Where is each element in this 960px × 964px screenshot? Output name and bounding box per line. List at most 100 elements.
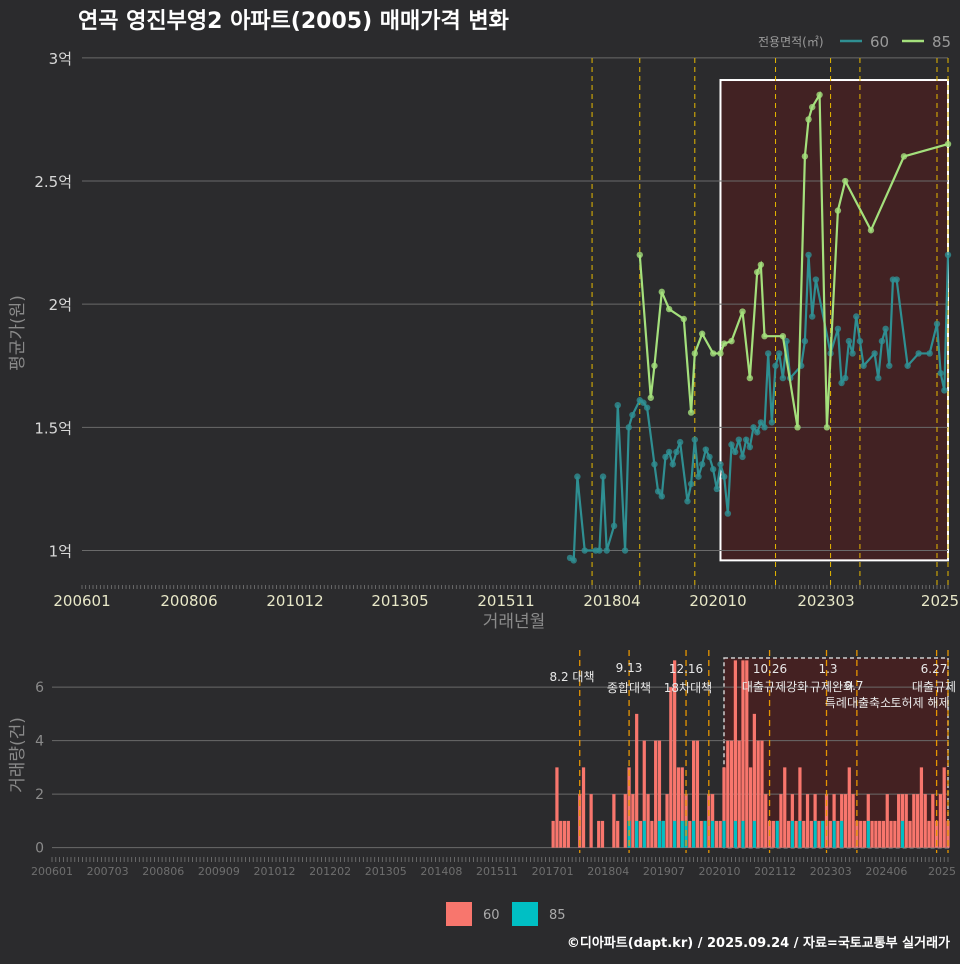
- series-60-point: [691, 436, 699, 443]
- bar-85: [900, 820, 905, 848]
- bar-60: [729, 740, 734, 848]
- bar-60: [642, 740, 646, 848]
- bar-60: [847, 767, 851, 848]
- bar-60: [771, 820, 775, 848]
- bottom-x-tick-label: 201202: [309, 865, 351, 878]
- policy-annotation: 18차대책: [664, 680, 712, 695]
- bar-60: [559, 820, 563, 848]
- bar-60: [904, 794, 908, 848]
- bottom-x-tick-label: 202406: [865, 865, 907, 878]
- bottom-legend: 60 85: [446, 902, 566, 926]
- series-60-point: [849, 350, 856, 357]
- bar-60: [828, 820, 832, 848]
- bar-60: [600, 820, 605, 848]
- bottom-x-tick-label: 202010: [699, 865, 741, 878]
- top-y-tick-label: 1억: [49, 543, 72, 561]
- series-60-point: [625, 424, 632, 431]
- policy-annotation: 종합대책: [607, 680, 651, 695]
- bar-60: [805, 794, 810, 848]
- bar-60: [566, 820, 570, 848]
- bar-60: [676, 767, 681, 848]
- bar-60: [836, 820, 840, 848]
- series-60-point: [915, 350, 922, 357]
- bar-60: [616, 820, 620, 848]
- series-60-point: [614, 401, 621, 409]
- series-60-point: [603, 547, 610, 554]
- series-60-point: [728, 441, 735, 448]
- bar-85: [775, 820, 779, 848]
- bar-60: [733, 660, 738, 848]
- series-85-point: [753, 268, 761, 276]
- series-60-point: [776, 350, 783, 357]
- bar-60: [695, 740, 700, 848]
- bar-60: [692, 740, 696, 848]
- bar-60: [665, 794, 669, 848]
- top-x-tick-label: 201511: [477, 592, 534, 610]
- bar-60: [881, 820, 886, 848]
- legend-60-swatch: [446, 902, 472, 926]
- top-y-tick-label: 2억: [49, 296, 72, 314]
- series-60-point: [933, 320, 941, 328]
- series-60-point: [720, 473, 728, 480]
- series-85-point: [746, 374, 754, 382]
- series-60-point: [724, 510, 732, 517]
- series-60-point: [706, 453, 713, 461]
- bar-60: [631, 794, 635, 848]
- bar-60: [874, 820, 878, 848]
- bar-60: [745, 660, 749, 848]
- bar-60: [843, 794, 848, 848]
- bar-60: [878, 820, 882, 848]
- series-85-point: [816, 91, 823, 99]
- series-60-point: [944, 251, 952, 259]
- series-85-point: [823, 424, 831, 431]
- series-85-point: [720, 340, 728, 347]
- series-85-point: [687, 409, 695, 416]
- bar-85: [703, 820, 707, 848]
- series-60-point: [658, 493, 665, 500]
- bar-60: [673, 660, 677, 848]
- volume-chart-panel: 0 2 4 6 200601 200703 200806 200909 201012 201202…: [31, 650, 956, 878]
- legend-85-label: 85: [932, 33, 951, 51]
- top-x-tick-label: 201804: [583, 592, 640, 610]
- series-60-point: [651, 461, 658, 468]
- series-85-point: [680, 315, 687, 323]
- bar-85: [741, 820, 745, 848]
- bottom-x-tick-label: 200601: [31, 865, 73, 878]
- top-x-axis-label: 거래년월: [483, 612, 546, 632]
- bar-60: [612, 794, 616, 848]
- bar-60: [923, 794, 927, 848]
- top-x-tick-label: 200601: [53, 592, 110, 610]
- series-60-point: [570, 557, 577, 564]
- bar-60: [840, 794, 844, 848]
- series-60-point: [684, 498, 691, 505]
- series-85-point: [651, 362, 658, 369]
- bar-60: [722, 767, 726, 848]
- policy-annotation: 대출규제: [912, 680, 956, 694]
- series-85-point: [665, 305, 673, 313]
- series-85-point: [900, 153, 908, 160]
- series-60-point: [779, 374, 787, 382]
- series-60-point: [834, 325, 842, 333]
- bar-60: [779, 794, 783, 848]
- bar-60: [699, 820, 703, 848]
- series-60-point: [665, 448, 673, 456]
- series-85-point: [709, 350, 717, 357]
- bar-60: [908, 820, 912, 848]
- series-60-point: [878, 337, 886, 345]
- top-y-axis-label: 평균가(원): [8, 295, 28, 371]
- series-85-point: [805, 116, 812, 123]
- bar-60: [927, 820, 931, 848]
- series-60-point: [574, 473, 581, 480]
- bar-60: [900, 794, 905, 848]
- series-60-point: [717, 461, 724, 468]
- bar-60: [832, 794, 836, 848]
- bar-85: [790, 820, 794, 848]
- series-60-point: [746, 443, 754, 451]
- bar-60: [931, 794, 935, 848]
- series-60-point: [764, 350, 772, 357]
- top-x-tick-label: 2025: [921, 592, 959, 610]
- bottom-y-tick-label: 4: [35, 734, 44, 750]
- policy-annotation: 1.3: [818, 662, 837, 676]
